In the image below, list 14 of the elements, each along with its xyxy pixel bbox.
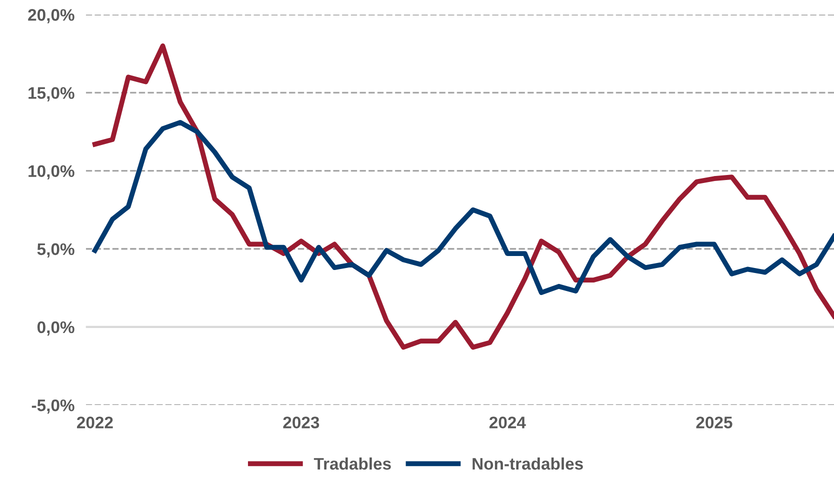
- y-tick-label: 5,0%: [37, 243, 74, 258]
- legend-label: Non-tradables: [472, 457, 583, 470]
- line-series: [92, 43, 834, 350]
- x-tick-label: 2023: [283, 416, 320, 428]
- y-tick-label: -5,0%: [32, 399, 74, 414]
- legend-label: Tradables: [314, 457, 391, 470]
- x-tick-label: 2024: [489, 416, 526, 428]
- line-series: [92, 120, 834, 296]
- y-tick-label: 15,0%: [28, 87, 74, 102]
- x-tick-label: 2025: [696, 416, 732, 428]
- x-tick-label: 2022: [76, 416, 113, 428]
- y-tick-label: 20,0%: [28, 9, 74, 24]
- y-tick-label: 0,0%: [37, 321, 74, 336]
- y-tick-label: 10,0%: [28, 165, 74, 180]
